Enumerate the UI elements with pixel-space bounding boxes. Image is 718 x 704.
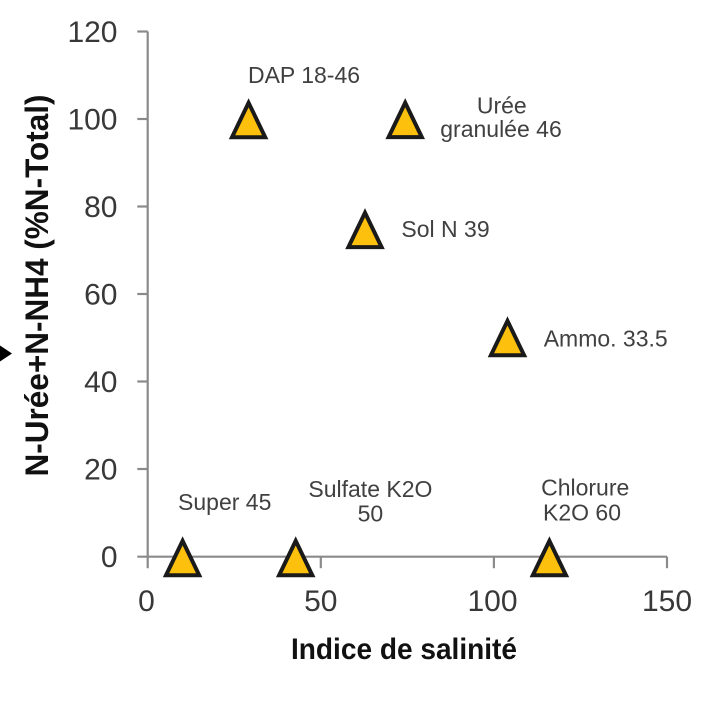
- svg-text:0: 0: [101, 541, 118, 574]
- svg-text:40: 40: [84, 366, 117, 399]
- svg-text:granulée 46: granulée 46: [440, 116, 562, 142]
- svg-text:100: 100: [67, 103, 117, 136]
- svg-text:150: 150: [642, 585, 692, 618]
- svg-text:60: 60: [84, 278, 117, 311]
- svg-text:Sulfate K2O: Sulfate K2O: [308, 476, 432, 502]
- svg-text:Indice de salinité: Indice de salinité: [291, 633, 517, 666]
- svg-text:K2O 60: K2O 60: [543, 500, 621, 526]
- svg-text:Sol N 39: Sol N 39: [401, 216, 489, 242]
- svg-text:50: 50: [358, 501, 384, 527]
- svg-text:80: 80: [84, 191, 117, 224]
- svg-text:20: 20: [84, 453, 117, 486]
- svg-text:120: 120: [67, 16, 117, 49]
- svg-text:Urée: Urée: [477, 93, 527, 119]
- svg-text:Ammo. 33.5: Ammo. 33.5: [544, 326, 668, 352]
- svg-text:0: 0: [138, 585, 155, 618]
- svg-text:DAP 18-46: DAP 18-46: [248, 62, 360, 88]
- svg-text:50: 50: [304, 585, 337, 618]
- svg-text:Chlorure: Chlorure: [541, 475, 629, 501]
- svg-text:N-Urée+N-NH4 (%N-Total): N-Urée+N-NH4 (%N-Total): [19, 95, 55, 477]
- svg-text:100: 100: [467, 585, 517, 618]
- svg-text:Super 45: Super 45: [178, 489, 271, 515]
